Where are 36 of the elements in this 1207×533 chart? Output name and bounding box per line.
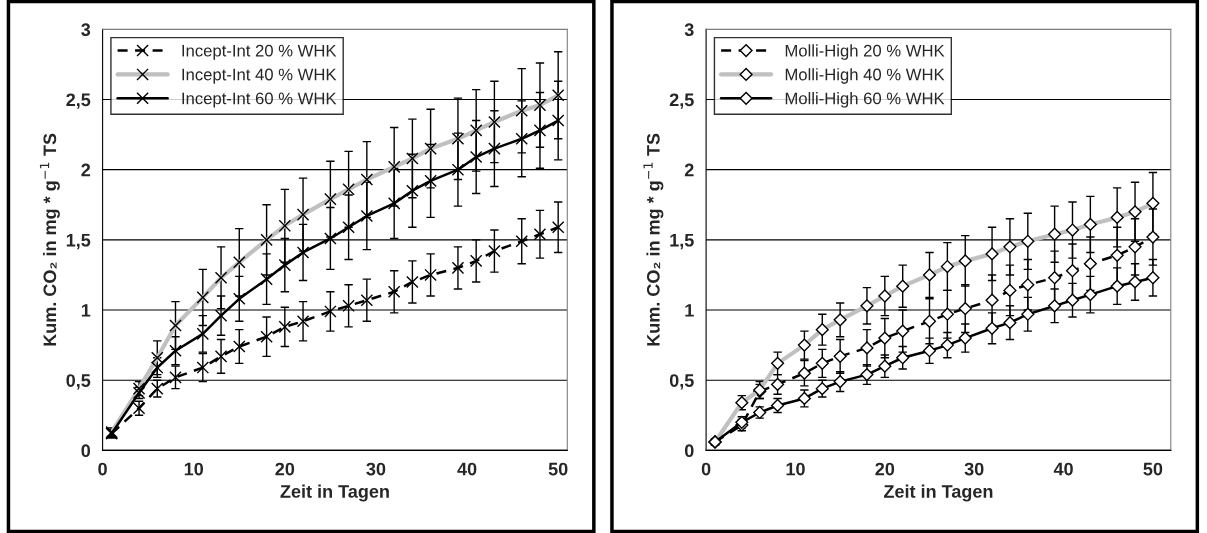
x-tick-label: 30	[964, 462, 984, 476]
x-tick-label: 20	[275, 462, 295, 476]
x-tick-label: 10	[786, 462, 805, 476]
y-tick-label: 0	[81, 444, 91, 458]
x-axis-title: Zeit in Tagen	[280, 484, 389, 502]
y-tick-label: 1	[81, 304, 91, 317]
legend-label: Incept-Int 20 % WHK	[182, 44, 337, 60]
x-tick-label: 40	[1053, 462, 1073, 476]
x-tick-label: 50	[1143, 462, 1163, 476]
y-tick-label: 2,5	[66, 93, 91, 109]
legend-label: Molli-High 40 % WHK	[785, 68, 945, 84]
x-axis-title: Zeit in Tagen	[883, 484, 993, 502]
y-tick-label: 0,5	[669, 374, 694, 390]
y-tick-label: 0,5	[66, 374, 91, 390]
y-tick-label: 1,5	[670, 233, 694, 250]
x-tick-label: 40	[457, 462, 477, 476]
y-tick-label: 2	[81, 163, 91, 177]
x-tick-label: 20	[875, 462, 895, 476]
x-tick-label: 0	[98, 462, 107, 476]
legend-label: Molli-High 20 % WHK	[785, 44, 945, 60]
y-tick-label: 1	[685, 304, 694, 317]
legend-label: Incept-Int 60 % WHK	[182, 92, 337, 108]
y-tick-label: 2,5	[669, 93, 694, 109]
legend-label: Molli-High 60 % WHK	[785, 92, 945, 108]
x-tick-label: 30	[366, 462, 386, 476]
y-axis-title: Kum. CO₂ in mg * g$^{−1}$ TS	[643, 133, 664, 346]
x-tick-label: 0	[701, 462, 711, 476]
y-tick-label: 3	[684, 23, 694, 37]
y-tick-label: 0	[684, 444, 694, 458]
y-tick-label: 1,5	[66, 233, 91, 250]
y-tick-label: 2	[684, 163, 694, 177]
x-tick-label: 10	[184, 462, 204, 476]
y-axis-title: Kum. CO₂ in mg * g$^{−1}$ TS	[39, 133, 60, 346]
y-tick-label: 3	[81, 23, 91, 37]
legend-label: Incept-Int 40 % WHK	[182, 68, 337, 84]
x-tick-label: 50	[548, 462, 568, 476]
